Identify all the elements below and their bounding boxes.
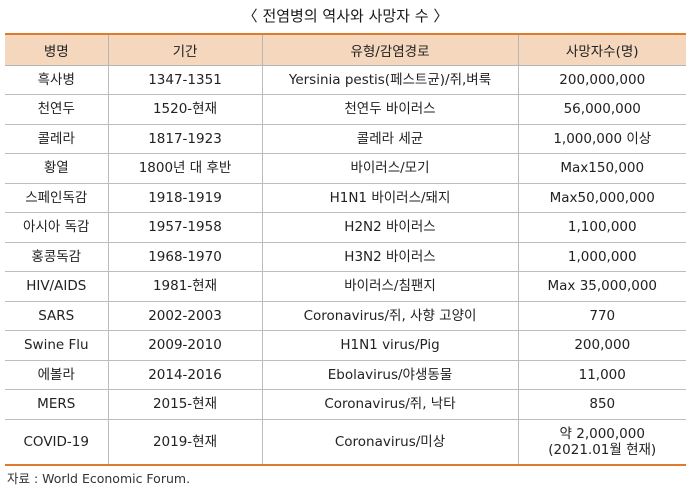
table-row: Swine Flu 2009-2010 H1N1 virus/Pig 200,000 — [5, 330, 686, 361]
cell-disease: 흑사병 — [5, 65, 108, 95]
cell-type: H2N2 바이러스 — [261, 212, 518, 243]
cell-deaths: 1,100,000 — [517, 212, 686, 243]
cell-type: Ebolavirus/야생동물 — [261, 360, 518, 390]
table-row: 아시아 독감 1957-1958 H2N2 바이러스 1,100,000 — [5, 212, 686, 243]
cell-deaths: 1,000,000 이상 — [517, 124, 686, 154]
cell-period: 1800년 대 후반 — [107, 153, 262, 184]
table-row: 스페인독감 1918-1919 H1N1 바이러스/돼지 Max50,000,000 — [5, 183, 686, 213]
cell-period: 2015-현재 — [107, 389, 262, 420]
cell-period: 1347-1351 — [107, 65, 262, 95]
cell-period: 2014-2016 — [107, 360, 262, 390]
header-disease: 병명 — [5, 33, 108, 66]
cell-period: 1981-현재 — [107, 271, 262, 302]
cell-type: 천연두 바이러스 — [261, 94, 518, 125]
cell-disease: 황열 — [5, 153, 108, 184]
header-type: 유형/감염경로 — [261, 33, 518, 66]
table-row: 콜레라 1817-1923 콜레라 세균 1,000,000 이상 — [5, 124, 686, 154]
cell-disease: SARS — [5, 301, 108, 331]
table-row: MERS 2015-현재 Coronavirus/쥐, 낙타 850 — [5, 389, 686, 420]
epidemic-table: 병명 기간 유형/감염경로 사망자수(명) 흑사병 1347-1351 Yersin… — [5, 33, 686, 466]
table-header-row: 병명 기간 유형/감염경로 사망자수(명) — [5, 33, 686, 66]
header-deaths: 사망자수(명) — [517, 33, 686, 66]
cell-period: 2002-2003 — [107, 301, 262, 331]
cell-period: 2019-현재 — [107, 419, 262, 466]
cell-type: 바이러스/모기 — [261, 153, 518, 184]
cell-deaths: 56,000,000 — [517, 94, 686, 125]
cell-type: 바이러스/침팬지 — [261, 271, 518, 302]
cell-type: Coronavirus/미상 — [261, 419, 518, 466]
cell-disease: 스페인독감 — [5, 183, 108, 213]
cell-disease: HIV/AIDS — [5, 271, 108, 302]
table-row: 흑사병 1347-1351 Yersinia pestis(페스트균)/쥐,벼룩 20… — [5, 65, 686, 95]
cell-disease: COVID-19 — [5, 419, 108, 466]
cell-type: Coronavirus/쥐, 낙타 — [261, 389, 518, 420]
cell-disease: Swine Flu — [5, 330, 108, 361]
cell-disease: 에볼라 — [5, 360, 108, 390]
cell-deaths: 770 — [517, 301, 686, 331]
table-row: COVID-19 2019-현재 Coronavirus/미상 약 2,000,… — [5, 419, 686, 466]
cell-type: H1N1 바이러스/돼지 — [261, 183, 518, 213]
cell-deaths: 200,000 — [517, 330, 686, 361]
table-row: 홍콩독감 1968-1970 H3N2 바이러스 1,000,000 — [5, 242, 686, 272]
cell-period: 1918-1919 — [107, 183, 262, 213]
cell-deaths: 11,000 — [517, 360, 686, 390]
cell-period: 1968-1970 — [107, 242, 262, 272]
cell-disease: 홍콩독감 — [5, 242, 108, 272]
cell-period: 1520-현재 — [107, 94, 262, 125]
table-row: SARS 2002-2003 Coronavirus/쥐, 사향 고양이 770 — [5, 301, 686, 331]
cell-type: H3N2 바이러스 — [261, 242, 518, 272]
cell-disease: 아시아 독감 — [5, 212, 108, 243]
epidemic-table-container: 병명 기간 유형/감염경로 사망자수(명) 흑사병 1347-1351 Yersin… — [5, 33, 686, 466]
source-note: 자료 : World Economic Forum. — [7, 471, 191, 486]
cell-deaths-line1: 약 2,000,000 — [559, 425, 645, 442]
cell-deaths: Max 35,000,000 — [517, 271, 686, 302]
cell-disease: MERS — [5, 389, 108, 420]
cell-type: H1N1 virus/Pig — [261, 330, 518, 361]
table-row: 천연두 1520-현재 천연두 바이러스 56,000,000 — [5, 94, 686, 125]
table-title: 〈 전염병의 역사와 사망자 수 〉 — [242, 7, 449, 25]
cell-period: 1817-1923 — [107, 124, 262, 154]
cell-deaths: 850 — [517, 389, 686, 420]
cell-disease: 천연두 — [5, 94, 108, 125]
table-row: 에볼라 2014-2016 Ebolavirus/야생동물 11,000 — [5, 360, 686, 390]
cell-disease: 콜레라 — [5, 124, 108, 154]
cell-period: 1957-1958 — [107, 212, 262, 243]
cell-type: Yersinia pestis(페스트균)/쥐,벼룩 — [261, 65, 518, 95]
header-period: 기간 — [107, 33, 262, 66]
cell-deaths-line2: (2021.01월 현재) — [548, 441, 657, 458]
table-body: 흑사병 1347-1351 Yersinia pestis(페스트균)/쥐,벼룩 20… — [5, 65, 686, 466]
cell-deaths: Max150,000 — [517, 153, 686, 184]
table-row: HIV/AIDS 1981-현재 바이러스/침팬지 Max 35,000,000 — [5, 271, 686, 302]
cell-deaths: 1,000,000 — [517, 242, 686, 272]
cell-type: Coronavirus/쥐, 사향 고양이 — [261, 301, 518, 331]
cell-deaths: 약 2,000,000 (2021.01월 현재) — [517, 419, 686, 466]
cell-deaths: 200,000,000 — [517, 65, 686, 95]
cell-type: 콜레라 세균 — [261, 124, 518, 154]
cell-period: 2009-2010 — [107, 330, 262, 361]
table-row: 황열 1800년 대 후반 바이러스/모기 Max150,000 — [5, 153, 686, 184]
cell-deaths: Max50,000,000 — [517, 183, 686, 213]
